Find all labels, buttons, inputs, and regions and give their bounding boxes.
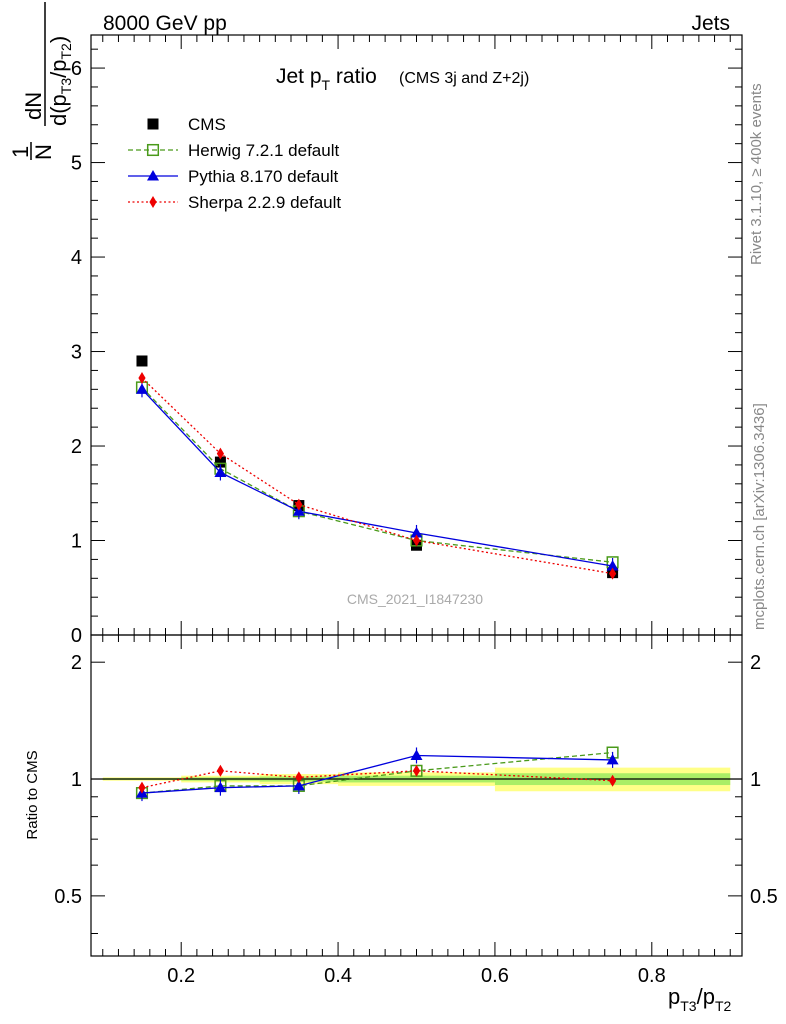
y-tick-label-top: 6: [71, 58, 82, 80]
legend-marker: [149, 196, 157, 208]
y-axis-label-bottom: Ratio to CMS: [24, 750, 41, 839]
data-point-top: [136, 355, 148, 367]
data-point-top: [412, 534, 421, 547]
x-tick-label: 0.4: [324, 965, 352, 987]
bottom-panel-frame: [90, 634, 743, 957]
chart-title-main: Jet p: [276, 65, 322, 88]
svg-text:N: N: [31, 144, 56, 160]
data-point-top: [216, 447, 225, 460]
chart-title: Jet pT ratio (CMS 3j and Z+2j): [276, 65, 529, 93]
legend-entry: Sherpa 2.2.9 default: [128, 193, 341, 212]
data-point-ratio: [410, 749, 423, 760]
legend-marker: [147, 118, 159, 130]
data-point-ratio: [292, 779, 305, 791]
series-line-top: [141, 388, 613, 567]
y-tick-label-bottom: 1: [71, 769, 82, 791]
svg-text:1: 1: [8, 146, 33, 158]
legend-label: CMS: [188, 115, 226, 134]
x-tick-label: 0.2: [167, 965, 195, 987]
series-line-top: [141, 377, 613, 575]
mcplots-label: mcplots.cern.ch [arXiv:1306.3436]: [751, 403, 768, 630]
data-point-top: [135, 383, 148, 394]
legend-entry: Pythia 8.170 default: [128, 167, 339, 186]
rivet-label: Rivet 3.1.10, ≥ 400k events: [748, 83, 765, 265]
legend-entry: Herwig 7.2.1 default: [128, 141, 339, 160]
legend-marker: [146, 143, 160, 157]
svg-text:d(pT3/pT2): d(pT3/pT2): [46, 36, 74, 126]
data-point-top: [410, 526, 423, 538]
data-series: [135, 355, 619, 802]
data-point-top: [606, 560, 619, 571]
data-point-top: [214, 456, 226, 468]
data-point-top: [214, 466, 227, 477]
legend-label: Herwig 7.2.1 default: [188, 141, 339, 160]
header-left: 8000 GeV pp: [103, 12, 227, 35]
series-cms: [136, 355, 619, 579]
y-tick-label-bottom-right: 1: [750, 769, 761, 791]
y-tick-label-top: 2: [71, 436, 82, 458]
y-tick-label-bottom-right: 2: [750, 652, 761, 674]
legend-marker: [147, 170, 159, 181]
y-tick-label-top: 4: [71, 247, 82, 269]
y-tick-label-top: 1: [71, 531, 82, 553]
y-tick-label-top: 3: [71, 342, 82, 364]
chart-title-subscript: T: [322, 77, 331, 93]
y-tick-label-bottom: 2: [71, 652, 82, 674]
data-point-ratio: [608, 774, 617, 787]
legend: CMS Herwig 7.2.1 default Pythia 8.170 defa…: [128, 115, 341, 212]
legend-entry: CMS: [147, 115, 226, 134]
data-point-ratio: [138, 781, 146, 794]
series-line-ratio: [141, 751, 613, 794]
chart-title-rest: ratio: [330, 65, 377, 88]
analysis-watermark: CMS_2021_I1847230: [347, 591, 483, 607]
y-tick-label-top: 0: [71, 625, 82, 647]
y-tick-label-bottom: 0.5: [54, 886, 82, 908]
data-point-top: [608, 567, 617, 580]
chart-title-small: (CMS 3j and Z+2j): [399, 70, 529, 87]
y-axis-label-top: 1 N dN d(pT3/pT2): [8, 2, 74, 160]
svg-text:Jet pT ratio: Jet pT ratio: [276, 65, 377, 93]
series-sherpa: [138, 371, 617, 794]
x-tick-label: 0.6: [481, 965, 509, 987]
legend-label: Sherpa 2.2.9 default: [188, 193, 341, 212]
y-tick-label-bottom-right: 0.5: [750, 886, 778, 908]
svg-text:dN: dN: [21, 92, 46, 120]
data-point-ratio: [214, 781, 227, 793]
data-point-ratio: [412, 764, 421, 777]
series-line-top: [141, 386, 613, 563]
x-axis-label: pT3/pT2: [668, 984, 732, 1014]
data-point-ratio: [295, 771, 303, 784]
x-tick-label: 0.8: [638, 965, 666, 987]
axis-ticks: 0.2 0.4 0.6 0.8 0 1 2 3 4 5 6 0.5 0.5 1 1 2 2: [54, 35, 778, 987]
data-point-ratio: [606, 753, 619, 765]
data-point-ratio: [216, 764, 225, 777]
data-point-top: [295, 498, 303, 511]
data-point-top: [138, 371, 146, 384]
header-right: Jets: [691, 12, 730, 35]
legend-label: Pythia 8.170 default: [188, 167, 339, 186]
y-tick-label-top: 5: [71, 153, 82, 175]
